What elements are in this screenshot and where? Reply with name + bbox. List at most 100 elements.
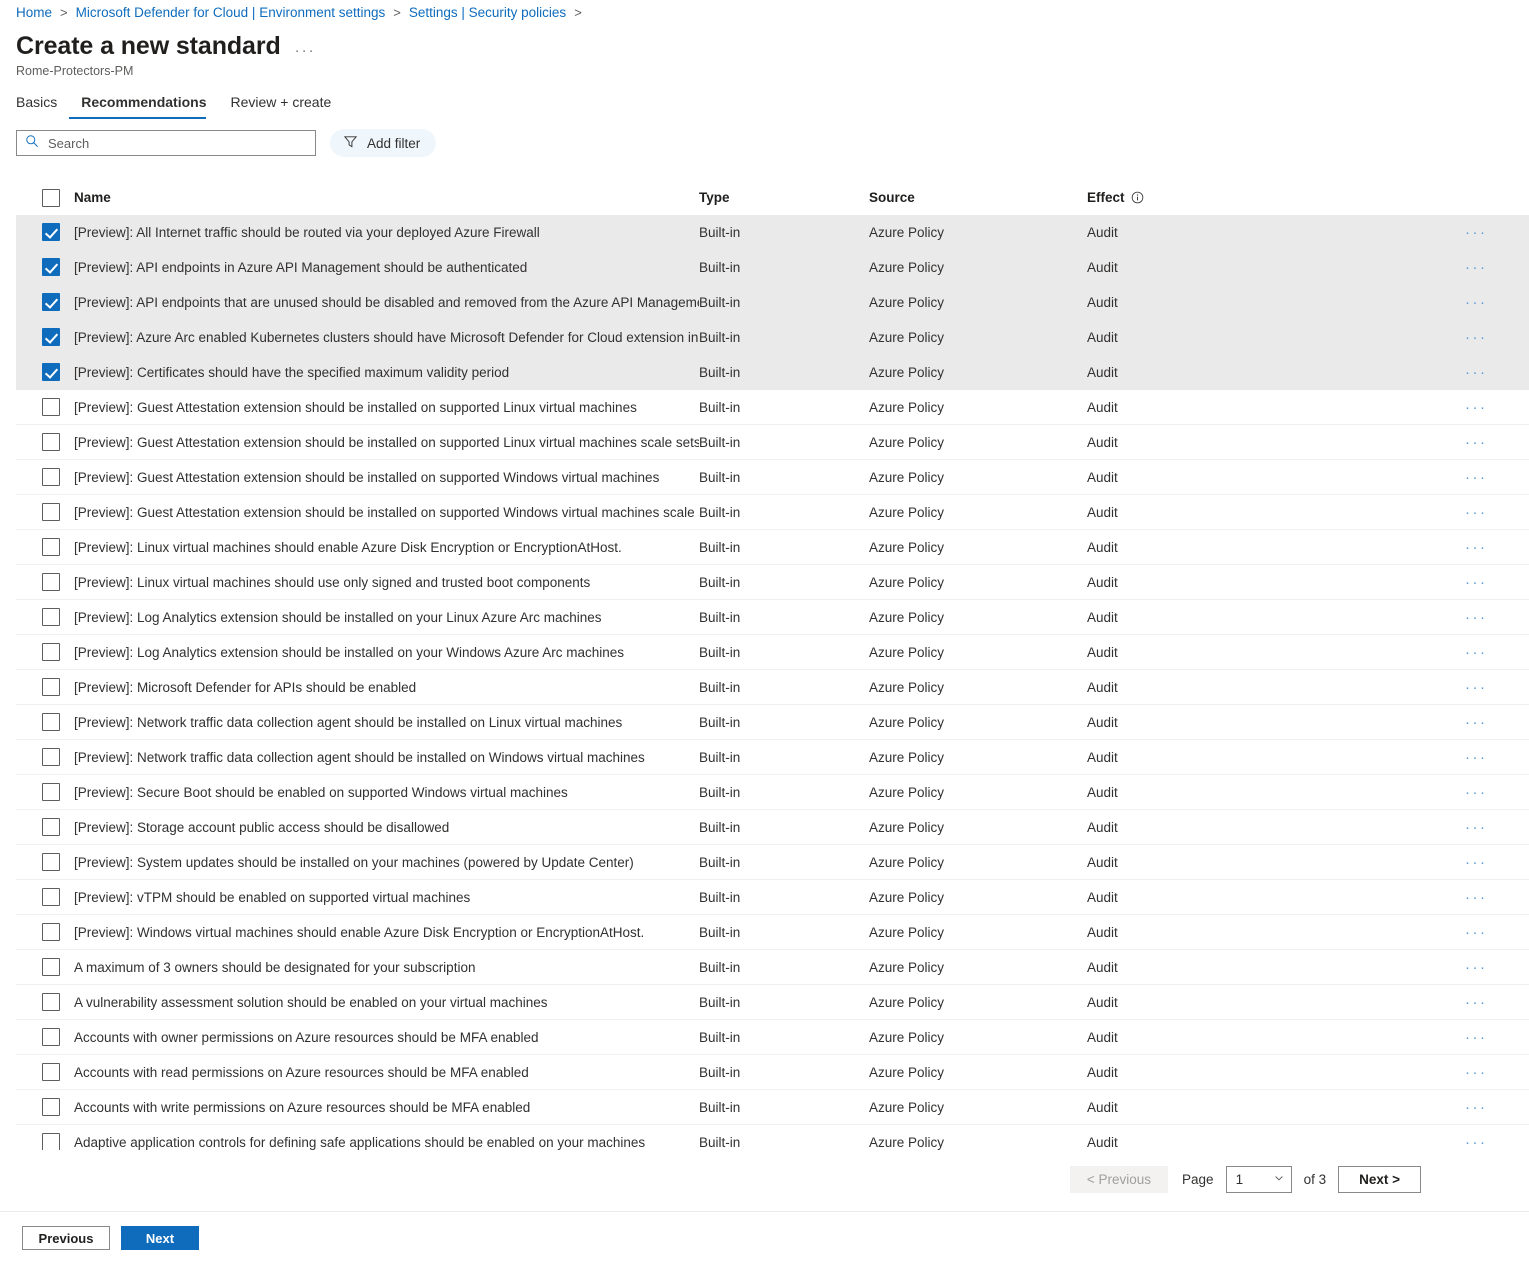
row-checkbox[interactable] bbox=[42, 1028, 60, 1046]
row-context-menu-icon[interactable]: ··· bbox=[1465, 468, 1488, 486]
table-row[interactable]: A maximum of 3 owners should be designat… bbox=[16, 950, 1529, 985]
pagination-previous-button[interactable]: < Previous bbox=[1069, 1166, 1169, 1193]
row-checkbox[interactable] bbox=[42, 363, 60, 381]
row-checkbox[interactable] bbox=[42, 818, 60, 836]
table-row[interactable]: A vulnerability assessment solution shou… bbox=[16, 985, 1529, 1020]
row-context-menu-icon[interactable]: ··· bbox=[1465, 503, 1488, 521]
row-checkbox[interactable] bbox=[42, 223, 60, 241]
row-context-menu-icon[interactable]: ··· bbox=[1465, 888, 1488, 906]
row-context-menu-icon[interactable]: ··· bbox=[1465, 433, 1488, 451]
row-checkbox[interactable] bbox=[42, 958, 60, 976]
table-row[interactable]: [Preview]: vTPM should be enabled on sup… bbox=[16, 880, 1529, 915]
pagination-next-button[interactable]: Next > bbox=[1338, 1166, 1421, 1193]
breadcrumb-item-home[interactable]: Home bbox=[16, 5, 53, 20]
table-row[interactable]: [Preview]: System updates should be inst… bbox=[16, 845, 1529, 880]
table-row[interactable]: [Preview]: Secure Boot should be enabled… bbox=[16, 775, 1529, 810]
column-header-type[interactable]: Type bbox=[699, 190, 730, 205]
row-checkbox[interactable] bbox=[42, 258, 60, 276]
row-checkbox[interactable] bbox=[42, 293, 60, 311]
search-box[interactable] bbox=[16, 130, 316, 156]
table-row[interactable]: [Preview]: Log Analytics extension shoul… bbox=[16, 600, 1529, 635]
search-input[interactable] bbox=[46, 134, 307, 152]
table-row[interactable]: [Preview]: Log Analytics extension shoul… bbox=[16, 635, 1529, 670]
column-header-source[interactable]: Source bbox=[869, 190, 915, 205]
row-context-menu-icon[interactable]: ··· bbox=[1465, 223, 1488, 241]
row-context-menu-icon[interactable]: ··· bbox=[1465, 1098, 1488, 1116]
row-context-menu-icon[interactable]: ··· bbox=[1465, 328, 1488, 346]
table-row[interactable]: [Preview]: Certificates should have the … bbox=[16, 355, 1529, 390]
table-row[interactable]: Accounts with write permissions on Azure… bbox=[16, 1090, 1529, 1125]
row-context-menu-icon[interactable]: ··· bbox=[1465, 363, 1488, 381]
table-row[interactable]: [Preview]: Microsoft Defender for APIs s… bbox=[16, 670, 1529, 705]
row-context-menu-icon[interactable]: ··· bbox=[1465, 748, 1488, 766]
row-context-menu-icon[interactable]: ··· bbox=[1465, 678, 1488, 696]
table-row[interactable]: Accounts with owner permissions on Azure… bbox=[16, 1020, 1529, 1055]
select-all-checkbox[interactable] bbox=[42, 188, 60, 207]
row-context-menu-icon[interactable]: ··· bbox=[1465, 608, 1488, 626]
row-checkbox[interactable] bbox=[42, 853, 60, 871]
table-row[interactable]: [Preview]: Guest Attestation extension s… bbox=[16, 495, 1529, 530]
row-context-menu-icon[interactable]: ··· bbox=[1465, 853, 1488, 871]
table-row[interactable]: [Preview]: Guest Attestation extension s… bbox=[16, 425, 1529, 460]
row-checkbox[interactable] bbox=[42, 573, 60, 591]
tab-recommendations[interactable]: Recommendations bbox=[69, 94, 218, 119]
table-row[interactable]: [Preview]: Azure Arc enabled Kubernetes … bbox=[16, 320, 1529, 355]
row-context-menu-icon[interactable]: ··· bbox=[1465, 1063, 1488, 1081]
column-header-effect[interactable]: Effect bbox=[1087, 190, 1447, 205]
table-row[interactable]: [Preview]: Linux virtual machines should… bbox=[16, 565, 1529, 600]
row-context-menu-icon[interactable]: ··· bbox=[1465, 993, 1488, 1011]
row-checkbox[interactable] bbox=[42, 888, 60, 906]
table-row[interactable]: [Preview]: Windows virtual machines shou… bbox=[16, 915, 1529, 950]
row-checkbox[interactable] bbox=[42, 468, 60, 486]
row-context-menu-icon[interactable]: ··· bbox=[1465, 783, 1488, 801]
row-context-menu-icon[interactable]: ··· bbox=[1465, 538, 1488, 556]
breadcrumb-item-settings-security-policies[interactable]: Settings | Security policies bbox=[408, 5, 567, 20]
table-row[interactable]: [Preview]: Network traffic data collecti… bbox=[16, 740, 1529, 775]
row-checkbox[interactable] bbox=[42, 678, 60, 696]
row-context-menu-icon[interactable]: ··· bbox=[1465, 818, 1488, 836]
row-checkbox[interactable] bbox=[42, 398, 60, 416]
row-checkbox[interactable] bbox=[42, 643, 60, 661]
table-row[interactable]: [Preview]: API endpoints in Azure API Ma… bbox=[16, 250, 1529, 285]
breadcrumb-item-defender-environment-settings[interactable]: Microsoft Defender for Cloud | Environme… bbox=[75, 5, 386, 20]
row-checkbox[interactable] bbox=[42, 433, 60, 451]
row-context-menu-icon[interactable]: ··· bbox=[1465, 643, 1488, 661]
row-checkbox[interactable] bbox=[42, 328, 60, 346]
row-checkbox[interactable] bbox=[42, 1133, 60, 1150]
table-row[interactable]: [Preview]: Storage account public access… bbox=[16, 810, 1529, 845]
table-row[interactable]: [Preview]: Guest Attestation extension s… bbox=[16, 460, 1529, 495]
row-checkbox[interactable] bbox=[42, 503, 60, 521]
row-checkbox[interactable] bbox=[42, 923, 60, 941]
row-checkbox[interactable] bbox=[42, 748, 60, 766]
pagination-page-select[interactable]: 1 bbox=[1225, 1166, 1292, 1193]
table-row[interactable]: Adaptive application controls for defini… bbox=[16, 1125, 1529, 1150]
row-checkbox[interactable] bbox=[42, 993, 60, 1011]
table-row[interactable]: [Preview]: Linux virtual machines should… bbox=[16, 530, 1529, 565]
row-checkbox[interactable] bbox=[42, 538, 60, 556]
previous-button[interactable]: Previous bbox=[22, 1226, 110, 1250]
more-options-icon[interactable]: ··· bbox=[294, 41, 316, 59]
info-icon[interactable] bbox=[1131, 191, 1144, 204]
table-row[interactable]: [Preview]: API endpoints that are unused… bbox=[16, 285, 1529, 320]
table-row[interactable]: [Preview]: Guest Attestation extension s… bbox=[16, 390, 1529, 425]
row-checkbox[interactable] bbox=[42, 608, 60, 626]
row-context-menu-icon[interactable]: ··· bbox=[1465, 1133, 1488, 1150]
row-context-menu-icon[interactable]: ··· bbox=[1465, 258, 1488, 276]
row-context-menu-icon[interactable]: ··· bbox=[1465, 573, 1488, 591]
row-checkbox[interactable] bbox=[42, 1063, 60, 1081]
row-context-menu-icon[interactable]: ··· bbox=[1465, 958, 1488, 976]
row-checkbox[interactable] bbox=[42, 713, 60, 731]
row-context-menu-icon[interactable]: ··· bbox=[1465, 398, 1488, 416]
row-context-menu-icon[interactable]: ··· bbox=[1465, 293, 1488, 311]
row-checkbox[interactable] bbox=[42, 1098, 60, 1116]
row-checkbox[interactable] bbox=[42, 783, 60, 801]
row-context-menu-icon[interactable]: ··· bbox=[1465, 713, 1488, 731]
tab-basics[interactable]: Basics bbox=[16, 94, 58, 110]
table-row[interactable]: Accounts with read permissions on Azure … bbox=[16, 1055, 1529, 1090]
table-row[interactable]: [Preview]: All Internet traffic should b… bbox=[16, 215, 1529, 250]
column-header-name[interactable]: Name bbox=[74, 190, 111, 205]
row-context-menu-icon[interactable]: ··· bbox=[1465, 1028, 1488, 1046]
add-filter-button[interactable]: Add filter bbox=[330, 129, 437, 157]
next-button[interactable]: Next bbox=[121, 1226, 199, 1250]
table-row[interactable]: [Preview]: Network traffic data collecti… bbox=[16, 705, 1529, 740]
